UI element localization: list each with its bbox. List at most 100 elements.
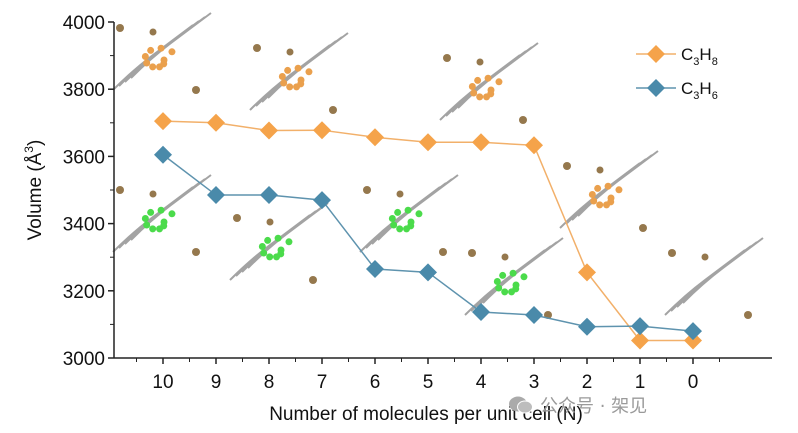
x-tick-label: 4 (476, 372, 487, 393)
series-markers (154, 112, 702, 350)
y-ticks: 3000 3200 3400 3600 3800 4000 (63, 13, 114, 370)
framework-strand (130, 174, 212, 241)
guest-molecule-atom (474, 76, 482, 84)
metal-atom (192, 86, 200, 94)
x-tick-label: 6 (370, 372, 381, 393)
guest-molecule-atom (157, 206, 165, 214)
guest-molecule-atom (508, 288, 516, 296)
metal-atom (266, 218, 274, 226)
metal-atom (519, 116, 527, 124)
framework-strand (457, 42, 539, 109)
guest-molecule-atom (394, 208, 402, 216)
inset-c3h6-n8 (229, 202, 329, 284)
guest-molecule-atom (615, 186, 623, 194)
guest-molecule-atom (493, 277, 501, 285)
guest-molecule-atom (157, 44, 165, 52)
guest-molecule-atom (603, 201, 611, 209)
guest-molecule-atom (156, 63, 164, 71)
y-tick-label: 4000 (63, 13, 105, 34)
guest-molecule-atom (396, 225, 404, 233)
guest-molecule-atom (168, 48, 176, 56)
framework-strand (247, 202, 329, 269)
guest-molecule-atom (520, 273, 528, 281)
guest-molecule-atom (285, 238, 293, 246)
guest-molecule-atom (415, 210, 423, 218)
x-axis-title: Number of molecules per unit cell (N) (269, 404, 583, 425)
guest-molecule-atom (280, 79, 288, 87)
data-point-c3h6 (525, 305, 543, 324)
x-ticks: 10 9 8 7 6 5 4 3 2 1 0 (136, 358, 720, 393)
guest-molecule-atom (258, 242, 266, 250)
metal-atom (253, 44, 261, 52)
guest-molecule-atom (143, 221, 151, 229)
guest-molecule-atom (168, 210, 176, 218)
metal-atom (596, 166, 604, 174)
watermark-text: 公众号 · 架见 (540, 396, 648, 417)
guest-molecule-atom (293, 83, 301, 91)
data-point-c3h8 (631, 331, 649, 350)
guest-molecule-atom (588, 190, 596, 198)
legend: C3H8 C3H6 (636, 45, 718, 102)
data-point-c3h6 (260, 186, 278, 205)
guest-molecule-atom (284, 66, 292, 74)
metal-atom (443, 54, 451, 62)
data-point-c3h8 (313, 121, 331, 140)
metal-atom (396, 190, 404, 198)
guest-molecule-atom (495, 78, 503, 86)
guest-molecule-atom (141, 214, 149, 222)
metal-atom (668, 249, 676, 257)
data-point-c3h6 (313, 191, 331, 210)
data-point-c3h8 (525, 136, 543, 155)
inset-c3h8-n3 (439, 42, 539, 124)
x-tick-label: 0 (688, 372, 699, 393)
guest-molecule-atom (305, 68, 313, 76)
guest-molecule-atom (499, 271, 507, 279)
data-point-c3h8 (366, 128, 384, 147)
guest-molecule-atom (147, 208, 155, 216)
y-tick-label: 3400 (63, 215, 105, 236)
guest-molecule-atom (149, 225, 157, 233)
y-tick-label: 3800 (63, 80, 105, 101)
framework-strand (577, 150, 659, 217)
series-line-c3h8 (162, 120, 693, 342)
series-lines (162, 120, 694, 342)
guest-molecule-atom (404, 206, 412, 214)
guest-molecule-atom (509, 269, 517, 277)
data-point-c3h8 (578, 263, 596, 282)
framework-strand (482, 237, 564, 304)
guest-molecule-atom (483, 93, 491, 101)
inset-c3h6-n4 (464, 237, 564, 319)
y-tick-label: 3600 (63, 147, 105, 168)
guest-molecule-atom (286, 83, 294, 91)
legend-marker-c3h6 (647, 79, 665, 97)
series-line-c3h6 (162, 154, 694, 332)
metal-atom (439, 248, 447, 256)
x-tick-label: 8 (264, 372, 275, 393)
metal-atom (701, 253, 709, 261)
y-tick-label: 3200 (63, 282, 105, 303)
guest-molecule-atom (141, 52, 149, 60)
guest-molecule-atom (484, 74, 492, 82)
inset-c3h8-n10 (112, 12, 212, 94)
legend-item-c3h8: C3H8 (636, 45, 718, 68)
metal-atom (639, 224, 647, 232)
data-point-c3h8 (207, 113, 225, 132)
guest-molecule-atom (294, 64, 302, 72)
inset-c3h6-n5 (359, 174, 459, 256)
x-tick-label: 10 (152, 372, 173, 393)
guest-molecule-atom (476, 93, 484, 101)
guest-molecule-atom (260, 249, 268, 257)
guest-molecule-atom (274, 234, 282, 242)
guest-molecule-atom (470, 89, 478, 97)
metal-atom (116, 24, 124, 32)
guest-molecule-atom (156, 225, 164, 233)
guest-molecule-atom (596, 201, 604, 209)
metal-atom (192, 248, 200, 256)
guest-molecule-atom (147, 46, 155, 54)
metal-atom (309, 276, 317, 284)
x-tick-label: 5 (423, 372, 434, 393)
data-point-c3h6 (578, 317, 596, 336)
x-tick-label: 1 (635, 372, 646, 393)
x-tick-label: 2 (582, 372, 593, 393)
